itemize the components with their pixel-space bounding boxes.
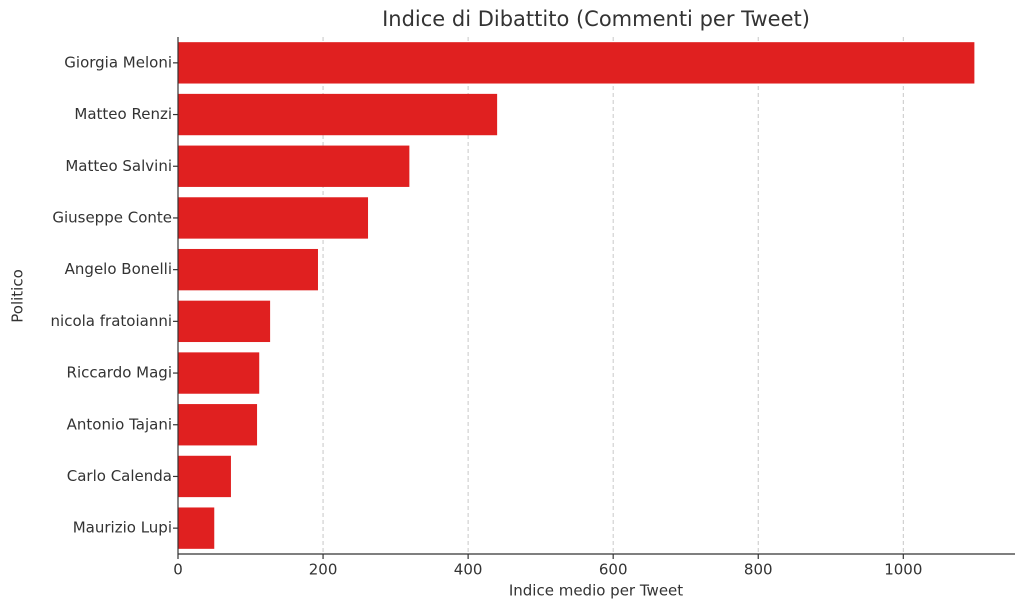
y-tick-label: Giorgia Meloni [64,53,172,71]
bar [178,93,498,136]
chart-title: Indice di Dibattito (Commenti per Tweet) [382,7,810,31]
y-tick-label: Antonio Tajani [67,415,172,433]
bar [178,248,318,291]
x-tick-label: 600 [599,561,628,579]
y-tick-label: Maurizio Lupi [73,519,172,537]
x-tick-label: 400 [454,561,483,579]
x-tick-label: 800 [744,561,773,579]
bar [178,404,258,446]
bar [178,352,260,394]
y-tick-label: nicola fratoianni [51,312,172,330]
y-tick-label: Matteo Salvini [65,157,172,175]
x-tick-label: 0 [173,561,183,579]
bar [178,507,215,549]
bar [178,42,975,84]
bar [178,300,271,343]
x-tick-label: 200 [309,561,338,579]
y-tick-label: Giuseppe Conte [52,208,172,226]
y-tick-label: Carlo Calenda [67,467,172,485]
y-tick-label: Angelo Bonelli [65,260,172,278]
bar [178,197,369,239]
x-tick-label: 1000 [884,561,922,579]
y-tick-label: Matteo Renzi [74,105,172,123]
x-axis-label: Indice medio per Tweet [509,582,683,600]
bar [178,455,231,498]
bar [178,145,410,187]
y-axis-label: Politico [9,269,27,323]
y-tick-label: Riccardo Magi [67,364,172,382]
